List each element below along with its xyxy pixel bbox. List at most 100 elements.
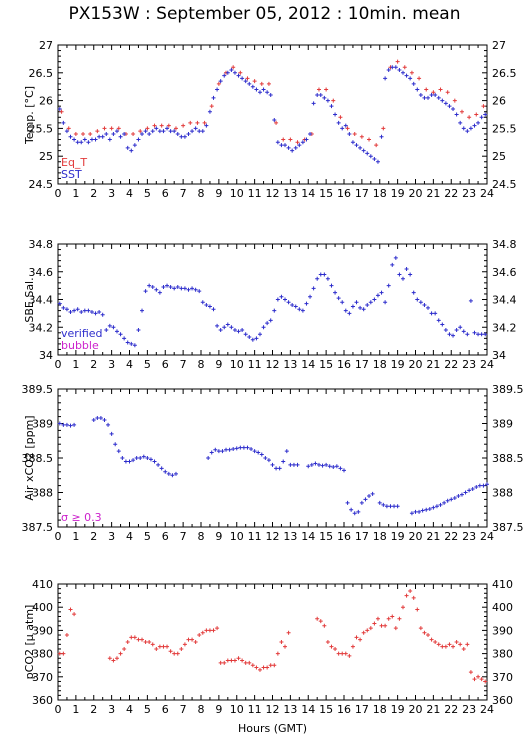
data-point	[375, 293, 380, 298]
data-point	[333, 646, 338, 651]
x-tick-label: 14	[301, 530, 315, 543]
data-point	[283, 143, 288, 148]
data-point	[111, 131, 116, 136]
y-tick-label-right: 388	[492, 487, 513, 500]
data-point	[347, 653, 352, 658]
data-point	[102, 418, 107, 423]
data-point	[297, 143, 302, 148]
data-point	[308, 131, 313, 136]
data-point	[204, 628, 209, 633]
data-point	[322, 272, 327, 277]
data-point	[447, 332, 452, 337]
data-point	[338, 466, 343, 471]
data-point	[265, 665, 270, 670]
data-point	[150, 129, 155, 134]
data-point	[61, 651, 66, 656]
x-tick-label: 4	[126, 358, 133, 371]
data-point	[404, 73, 409, 78]
data-point	[106, 422, 111, 427]
x-tick-label: 22	[444, 358, 458, 371]
data-point	[318, 93, 323, 98]
data-point	[426, 95, 431, 100]
data-point	[216, 449, 221, 454]
data-point	[120, 456, 125, 460]
data-point	[404, 266, 409, 271]
data-point	[175, 651, 180, 656]
data-point	[470, 487, 475, 492]
x-tick-label: 3	[108, 530, 115, 543]
x-tick-label: 9	[215, 187, 222, 200]
data-point	[247, 81, 252, 86]
data-point	[368, 626, 373, 631]
data-point	[200, 630, 205, 635]
data-point	[261, 87, 266, 92]
data-point	[354, 300, 359, 305]
data-point	[454, 640, 459, 644]
data-point	[311, 286, 316, 291]
data-point	[256, 450, 261, 455]
data-point	[417, 76, 422, 81]
data-point	[324, 462, 329, 467]
data-point	[229, 68, 234, 73]
data-point	[459, 492, 464, 497]
data-point	[440, 644, 445, 649]
data-point	[359, 500, 364, 505]
data-point	[81, 131, 86, 136]
data-point	[345, 126, 350, 131]
data-point	[195, 120, 200, 125]
y-tick-label-right: 34.8	[492, 238, 517, 251]
chart-panel-4: 0 1 2 3 4 5 6 7 8 9 10 11 12 13 14 15 16 17 18 19 20 21 22 23 24…	[23, 578, 513, 716]
y-tick-label-left: 26.5	[29, 67, 54, 80]
data-point	[347, 131, 352, 136]
data-point	[172, 129, 177, 134]
data-point	[325, 640, 330, 644]
data-point	[134, 456, 139, 460]
y-tick-label-left: 400	[32, 601, 53, 614]
data-point	[150, 285, 155, 290]
y-tick-label-left: 26	[39, 95, 53, 108]
data-point	[300, 140, 305, 145]
data-point	[331, 98, 336, 103]
y-tick-label-right: 389	[492, 418, 513, 431]
x-tick-label: 3	[108, 703, 115, 716]
data-point	[322, 623, 327, 628]
x-axis-label: Hours (GMT)	[238, 722, 307, 735]
x-tick-label: 8	[198, 358, 205, 371]
data-point	[193, 640, 198, 644]
data-point	[173, 126, 178, 131]
x-tick-label: 1	[72, 187, 79, 200]
data-point	[188, 120, 193, 125]
data-point	[238, 445, 243, 450]
y-tick-label-left: 410	[32, 578, 53, 591]
data-point	[68, 309, 73, 314]
data-point	[207, 628, 212, 633]
x-tick-label: 14	[301, 187, 315, 200]
data-point	[227, 447, 232, 452]
data-point	[215, 626, 220, 631]
data-point	[170, 473, 175, 478]
data-point	[140, 131, 145, 136]
data-point	[61, 422, 66, 427]
data-point	[200, 129, 205, 134]
data-point	[147, 640, 152, 644]
x-tick-label: 20	[409, 187, 423, 200]
data-point	[179, 134, 184, 139]
data-point	[315, 616, 320, 621]
data-point	[418, 93, 423, 98]
data-point	[451, 644, 456, 649]
data-point	[200, 300, 205, 305]
x-tick-label: 3	[108, 187, 115, 200]
data-point	[408, 588, 413, 593]
data-point	[182, 642, 187, 647]
data-point	[186, 131, 191, 136]
data-point	[123, 459, 128, 464]
data-point	[202, 120, 207, 125]
data-point	[157, 644, 162, 649]
series-1	[57, 255, 488, 348]
data-point	[64, 129, 69, 134]
data-point	[343, 651, 348, 656]
data-point	[418, 626, 423, 631]
data-point	[318, 619, 323, 624]
data-point	[113, 442, 118, 447]
data-point	[125, 640, 130, 644]
